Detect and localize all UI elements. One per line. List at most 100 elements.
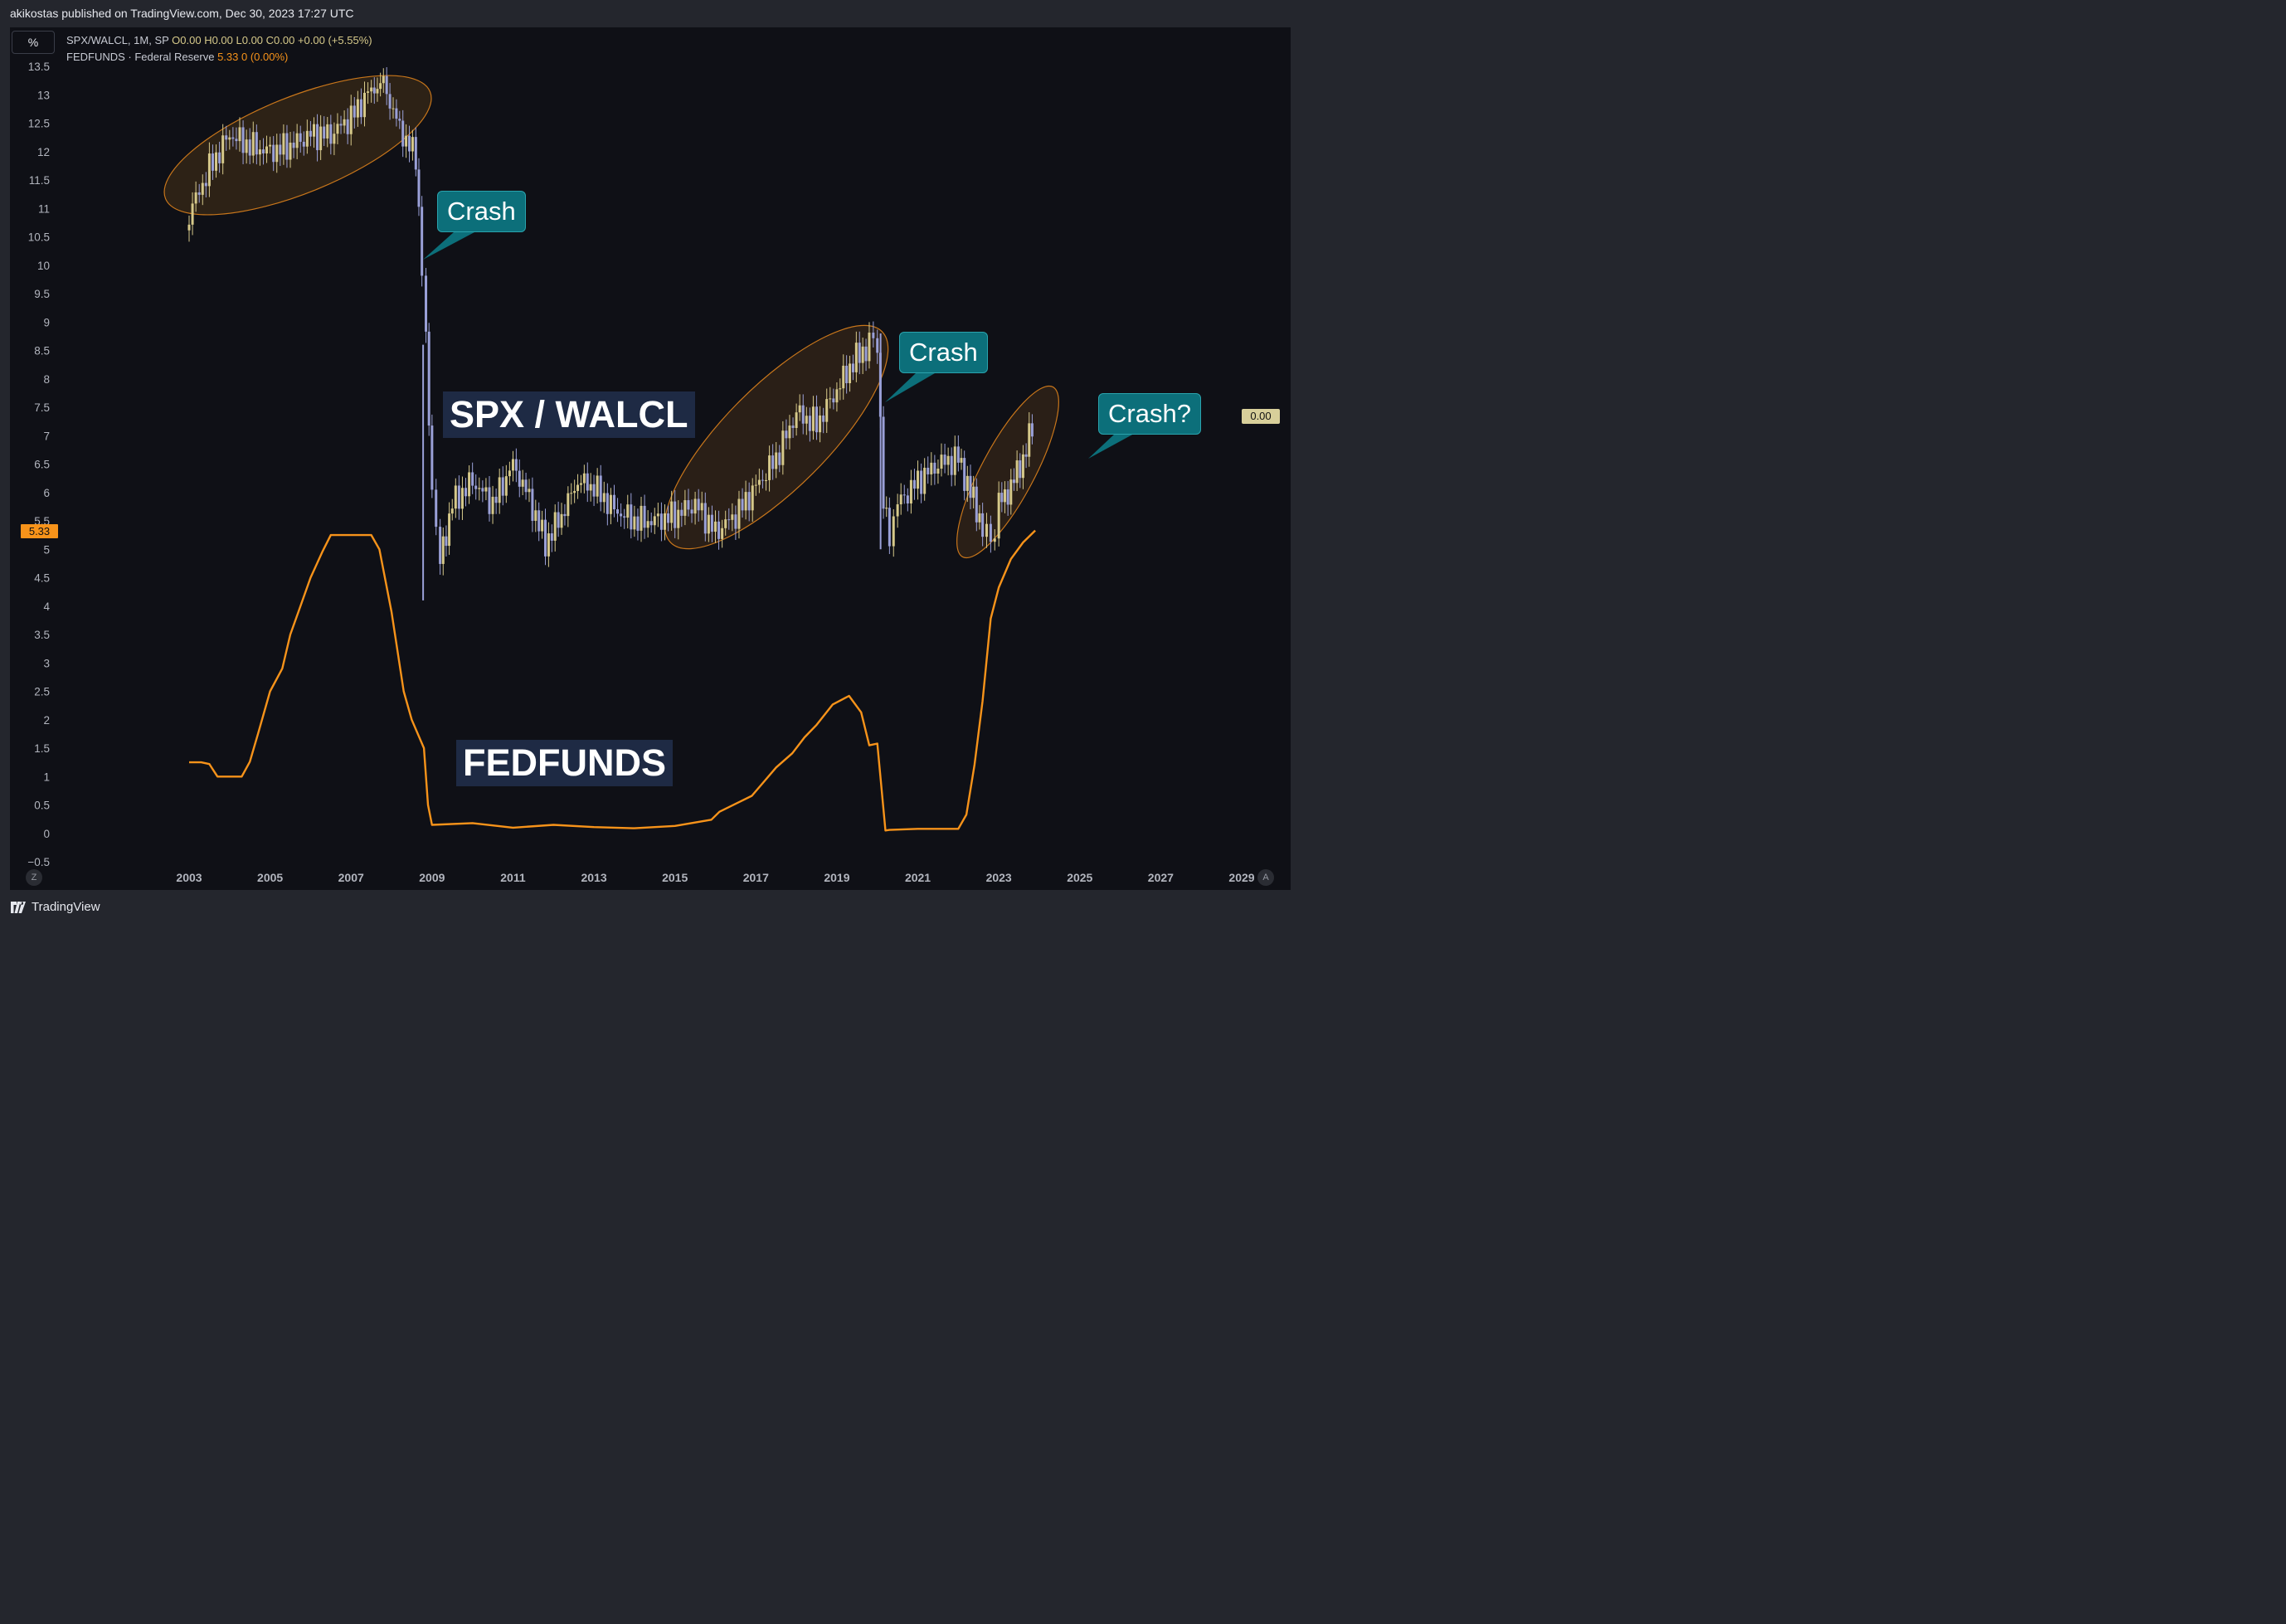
candle-body [439,527,442,564]
candle-body [710,514,713,532]
candle-body [950,455,953,475]
candle-body [421,207,424,276]
callout-crash-2008: Crash [437,191,526,232]
candle-body [316,124,319,151]
candle-body [989,523,992,542]
legend-fedfunds[interactable]: FEDFUNDS · Federal Reserve 5.33 0 (0.00%… [66,51,288,63]
candle-body [339,124,343,126]
candle-body [798,405,801,413]
candle-body [620,513,623,517]
y-tick-label: 0 [43,828,50,840]
candle-body [388,94,392,109]
candle-body [734,514,737,529]
candle-body [471,472,474,486]
candle-body [1009,479,1013,505]
x-tick-label: 2007 [338,871,364,884]
candle-body [550,533,553,541]
y-tick-label: 3 [43,657,50,669]
y-tick-label: 4.5 [34,572,50,585]
legend-symbol: SPX/WALCL, 1M, SP [66,34,169,46]
candle-body [508,470,511,477]
candle-body [353,105,356,118]
y-tick-label: 8.5 [34,345,50,357]
candle-body [616,509,620,514]
footer-brand-text: TradingView [32,900,100,914]
candle-body [785,430,788,439]
candle-body [285,133,289,160]
spx-walcl-price-badge: 0.00 [1242,409,1280,424]
candle-body [225,135,228,140]
candle-body [646,521,649,528]
candle-body [602,493,606,503]
candle-body [231,137,235,139]
chart-canvas[interactable]: 13.51312.51211.51110.5109.598.587.576.56… [10,27,1291,890]
candle-body [633,516,636,530]
candle-body [902,494,906,496]
callout-tails [423,232,1134,459]
candle-body [491,496,494,514]
candle-body [359,99,362,118]
candle-body [405,135,408,147]
candle-body [379,83,382,90]
zoom-button[interactable]: Z [26,869,42,886]
candle-body [464,488,468,497]
candle-body [349,105,353,134]
candle-body [930,462,933,474]
y-tick-label: 2.5 [34,686,50,698]
candle-body [854,343,858,372]
candle-body [630,504,633,530]
candle-body [933,462,936,474]
footer-brand[interactable]: TradingView [10,900,100,914]
candle-body [737,498,741,529]
candle-body [547,533,550,557]
candle-body [801,405,805,424]
candle-body [576,484,580,491]
candle-body [435,489,438,528]
candle-body [1019,460,1022,479]
candle-body [861,346,864,363]
candle-body [643,505,646,528]
legend-main[interactable]: SPX/WALCL, 1M, SP O0.00 H0.00 L0.00 C0.0… [66,34,372,46]
y-tick-label: 11.5 [29,174,50,187]
candle-body [963,458,966,491]
x-tick-label: 2015 [662,871,688,884]
y-tick-label: 3.5 [34,629,50,641]
candle-body [909,479,912,504]
y-tick-label: 2 [43,714,50,727]
candle-body [940,455,943,469]
auto-scale-button[interactable]: A [1257,869,1274,886]
candle-body [370,87,373,92]
candle-body [528,489,531,493]
candle-body [560,513,563,528]
candle-body [917,470,920,489]
candle-body [333,134,336,144]
x-tick-label: 2019 [824,871,849,884]
candle-body [504,476,508,496]
candle-body [727,519,731,521]
candle-body [312,124,315,137]
candle-body [975,486,978,523]
candle-body [819,415,822,433]
candle-body [441,536,445,564]
candle-body [761,479,764,481]
fedfunds-line [189,529,1036,832]
candle-body [731,514,734,520]
callout-tail-2 [885,373,935,402]
candle-body [659,513,663,530]
candle-body [248,139,251,156]
y-tick-label: 6 [43,487,50,499]
candle-body [417,169,421,207]
x-tick-label: 2025 [1067,871,1092,884]
percent-scale-button[interactable]: % [12,31,55,54]
candle-body [717,521,721,539]
candle-body [376,89,379,94]
candle-body [521,479,524,487]
candle-body [573,490,576,494]
candle-body [872,333,875,338]
candle-body [599,475,602,503]
candle-body [323,126,326,139]
candle-body [864,346,868,362]
candle-body [570,493,573,494]
candle-body [187,224,191,231]
candle-body [215,152,218,171]
